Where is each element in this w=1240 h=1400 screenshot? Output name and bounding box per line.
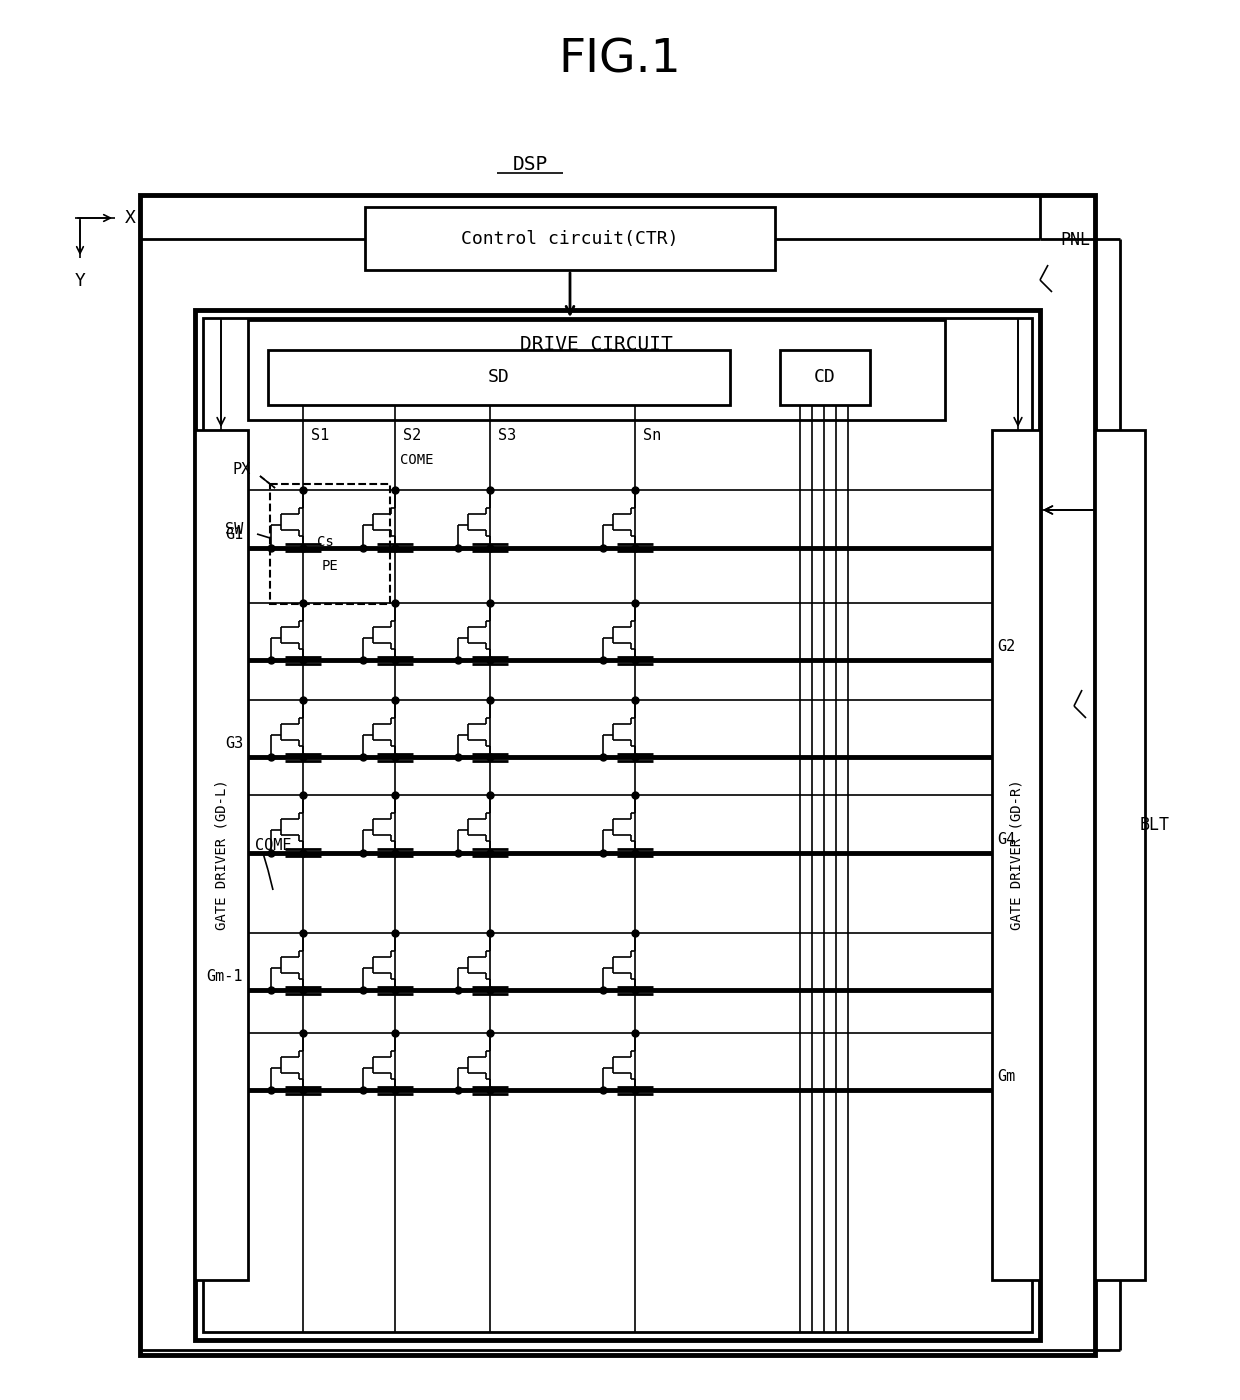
Bar xyxy=(203,318,1032,1331)
Text: BLT: BLT xyxy=(1140,816,1171,834)
Bar xyxy=(195,430,248,1280)
Text: DSP: DSP xyxy=(512,155,548,175)
Text: FIG.1: FIG.1 xyxy=(559,38,681,83)
Text: COME: COME xyxy=(255,837,291,853)
Bar xyxy=(248,321,945,420)
Text: G2: G2 xyxy=(997,638,1016,654)
Text: G3: G3 xyxy=(224,736,243,750)
Bar xyxy=(365,207,775,270)
Text: Gm: Gm xyxy=(997,1070,1016,1084)
Bar xyxy=(270,484,391,603)
Text: G1: G1 xyxy=(224,526,243,542)
Text: Control circuit(CTR): Control circuit(CTR) xyxy=(461,230,678,248)
Text: GATE DRIVER (GD-L): GATE DRIVER (GD-L) xyxy=(215,780,228,931)
Text: PNL: PNL xyxy=(1060,231,1090,249)
Text: COME: COME xyxy=(401,454,434,468)
Text: DRIVE CIRCUIT: DRIVE CIRCUIT xyxy=(520,336,673,354)
Text: CD: CD xyxy=(815,368,836,386)
Text: GATE DRIVER (GD-R): GATE DRIVER (GD-R) xyxy=(1009,780,1023,931)
Text: S3: S3 xyxy=(498,427,516,442)
Text: SD: SD xyxy=(489,368,510,386)
Text: SW: SW xyxy=(224,522,243,538)
Bar xyxy=(195,309,1040,1340)
Text: S2: S2 xyxy=(403,427,422,442)
Text: PE: PE xyxy=(321,559,339,573)
Text: X: X xyxy=(125,209,136,227)
Text: Y: Y xyxy=(74,272,86,290)
Bar xyxy=(780,350,870,405)
Bar xyxy=(140,195,1095,1355)
Bar xyxy=(992,430,1040,1280)
Text: G4: G4 xyxy=(997,832,1016,847)
Text: Gm-1: Gm-1 xyxy=(207,969,243,984)
Bar xyxy=(268,350,730,405)
Text: S1: S1 xyxy=(311,427,330,442)
Text: Cs: Cs xyxy=(316,535,334,549)
Bar xyxy=(1095,430,1145,1280)
Text: Sn: Sn xyxy=(644,427,661,442)
Text: PX: PX xyxy=(232,462,250,477)
